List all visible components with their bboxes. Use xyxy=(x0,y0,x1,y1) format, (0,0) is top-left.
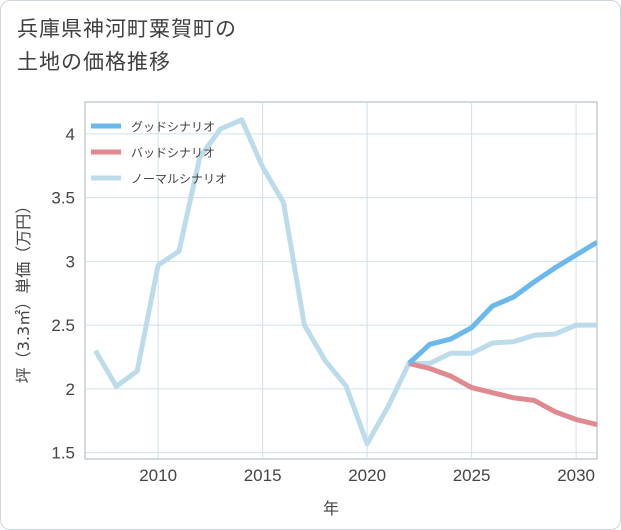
x-tick-label: 2015 xyxy=(244,466,282,485)
x-axis-title: 年 xyxy=(323,499,339,518)
chart-title-line-2: 土地の価格推移 xyxy=(17,50,171,74)
series-line-0 xyxy=(407,240,597,366)
y-tick-label: 2.5 xyxy=(51,316,75,335)
series-line-1 xyxy=(408,360,597,428)
legend-label-0: グッドシナリオ xyxy=(131,120,215,134)
y-tick-label: 4 xyxy=(66,125,75,144)
legend-label-1: バッドシナリオ xyxy=(131,146,215,160)
y-tick-label: 2 xyxy=(66,380,75,399)
y-tick-label: 3.5 xyxy=(51,189,75,208)
legend-label-2: ノーマルシナリオ xyxy=(131,172,227,186)
y-tick-label: 3 xyxy=(66,252,75,271)
x-tick-label: 2025 xyxy=(453,466,491,485)
y-tick-label: 1.5 xyxy=(51,444,75,463)
chart-title-line-1: 兵庫県神河町粟賀町の xyxy=(17,17,237,41)
x-tick-label: 2010 xyxy=(139,466,177,485)
y-axis-title: 坪（3.3㎡）単価（万円） xyxy=(14,198,33,383)
plot-area xyxy=(84,101,598,460)
series-line-2 xyxy=(93,117,597,447)
chart-title: 兵庫県神河町粟賀町の 土地の価格推移 xyxy=(17,13,237,79)
x-tick-label: 2030 xyxy=(557,466,595,485)
x-tick-label: 2020 xyxy=(348,466,386,485)
